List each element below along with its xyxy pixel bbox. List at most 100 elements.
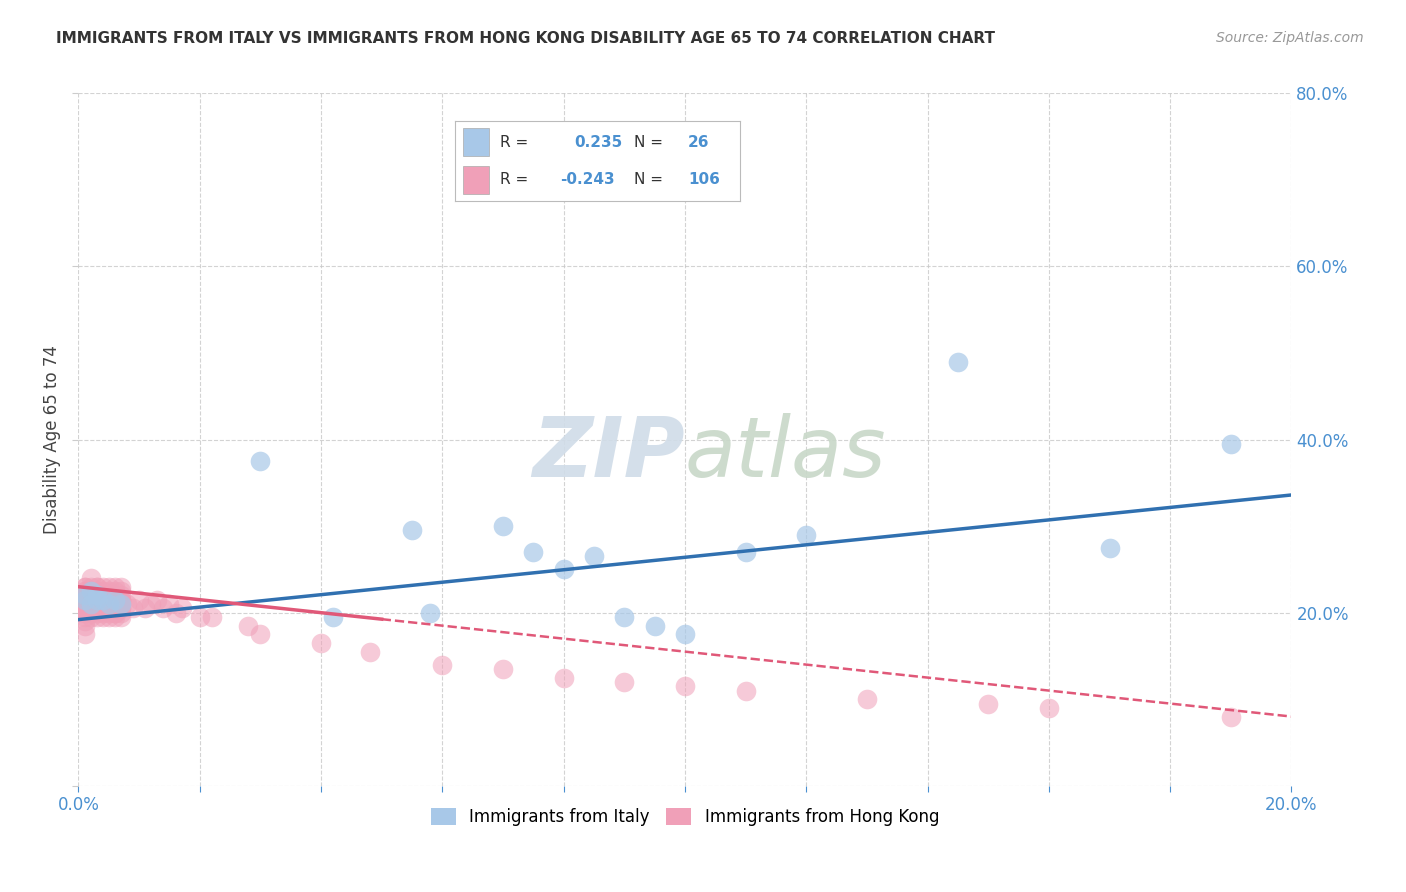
Point <box>91 592 114 607</box>
Point <box>97 580 120 594</box>
Point <box>644 618 666 632</box>
Point <box>79 610 101 624</box>
Point <box>104 601 127 615</box>
Point <box>79 592 101 607</box>
Point <box>122 601 145 615</box>
Point <box>73 592 96 607</box>
Point <box>110 584 132 599</box>
Point <box>977 697 1000 711</box>
Point <box>104 592 127 607</box>
Point <box>86 588 108 602</box>
Point <box>1219 437 1241 451</box>
Point <box>188 610 211 624</box>
Point <box>110 597 132 611</box>
Point <box>73 592 96 607</box>
Point <box>73 580 96 594</box>
Point <box>159 597 181 611</box>
Point <box>401 524 423 538</box>
Point <box>97 592 120 607</box>
Point <box>86 592 108 607</box>
Y-axis label: Disability Age 65 to 74: Disability Age 65 to 74 <box>44 345 60 534</box>
Point <box>104 592 127 607</box>
Point <box>73 588 96 602</box>
Point <box>322 610 344 624</box>
Point <box>73 606 96 620</box>
Point <box>110 592 132 607</box>
Point <box>110 606 132 620</box>
Point <box>673 679 696 693</box>
Point <box>115 597 138 611</box>
Point <box>79 601 101 615</box>
Point <box>79 588 101 602</box>
Point <box>91 584 114 599</box>
Point <box>104 592 127 607</box>
Point <box>238 618 260 632</box>
Point <box>73 592 96 607</box>
Point <box>97 592 120 607</box>
Text: Source: ZipAtlas.com: Source: ZipAtlas.com <box>1216 31 1364 45</box>
Point <box>73 588 96 602</box>
Point <box>104 580 127 594</box>
Point <box>152 601 174 615</box>
Text: IMMIGRANTS FROM ITALY VS IMMIGRANTS FROM HONG KONG DISABILITY AGE 65 TO 74 CORRE: IMMIGRANTS FROM ITALY VS IMMIGRANTS FROM… <box>56 31 995 46</box>
Point <box>73 615 96 629</box>
Point <box>673 627 696 641</box>
Point <box>73 584 96 599</box>
Point <box>86 601 108 615</box>
Legend: Immigrants from Italy, Immigrants from Hong Kong: Immigrants from Italy, Immigrants from H… <box>425 801 946 833</box>
Point <box>1038 701 1060 715</box>
Point <box>73 606 96 620</box>
Point <box>91 592 114 607</box>
Point <box>86 592 108 607</box>
Point <box>79 584 101 599</box>
Point <box>79 606 101 620</box>
Point <box>86 584 108 599</box>
Point <box>492 519 515 533</box>
Point <box>359 645 381 659</box>
Point <box>73 597 96 611</box>
Point <box>553 671 575 685</box>
Point <box>104 592 127 607</box>
Point <box>86 580 108 594</box>
Point <box>91 592 114 607</box>
Point <box>73 597 96 611</box>
Point <box>522 545 544 559</box>
Text: atlas: atlas <box>685 413 887 494</box>
Point <box>249 454 271 468</box>
Point <box>79 580 101 594</box>
Point <box>110 592 132 607</box>
Point <box>110 588 132 602</box>
Point <box>856 692 879 706</box>
Point <box>86 592 108 607</box>
Point <box>91 610 114 624</box>
Point <box>104 610 127 624</box>
Point <box>110 601 132 615</box>
Point <box>73 610 96 624</box>
Point <box>91 592 114 607</box>
Point <box>582 549 605 564</box>
Point <box>97 601 120 615</box>
Point <box>110 580 132 594</box>
Point <box>110 601 132 615</box>
Point <box>86 592 108 607</box>
Point <box>91 601 114 615</box>
Point <box>91 606 114 620</box>
Point <box>613 610 636 624</box>
Point <box>73 588 96 602</box>
Point <box>492 662 515 676</box>
Point <box>86 580 108 594</box>
Point <box>79 592 101 607</box>
Point <box>734 545 756 559</box>
Point <box>97 606 120 620</box>
Point <box>73 592 96 607</box>
Point <box>73 627 96 641</box>
Point <box>141 597 163 611</box>
Point <box>309 636 332 650</box>
Point <box>73 592 96 607</box>
Point <box>91 580 114 594</box>
Point <box>432 657 454 672</box>
Point <box>794 528 817 542</box>
Point <box>73 584 96 599</box>
Point <box>73 580 96 594</box>
Point <box>104 606 127 620</box>
